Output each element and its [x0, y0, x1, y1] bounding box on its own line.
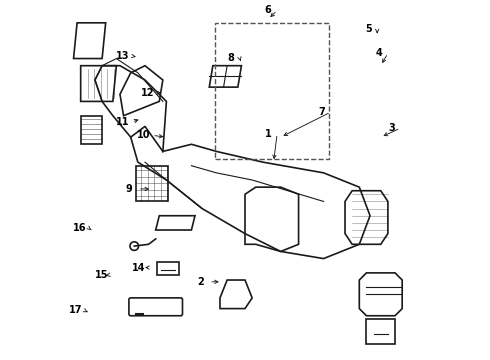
Bar	[81, 116, 102, 144]
Text: 8: 8	[227, 53, 234, 63]
Text: 17: 17	[69, 305, 82, 315]
Bar	[136, 166, 168, 202]
Text: 6: 6	[265, 5, 271, 15]
Text: 13: 13	[116, 51, 129, 61]
Text: 4: 4	[375, 48, 382, 58]
Text: 12: 12	[141, 88, 154, 98]
Text: 16: 16	[73, 223, 87, 233]
Text: 15: 15	[95, 270, 108, 280]
Text: 7: 7	[318, 107, 325, 117]
Bar	[367, 319, 395, 344]
Text: 1: 1	[265, 129, 271, 139]
Text: 5: 5	[365, 24, 371, 34]
Text: 3: 3	[388, 123, 395, 133]
Text: 10: 10	[136, 130, 150, 140]
Text: 2: 2	[197, 277, 204, 287]
Text: 9: 9	[125, 184, 132, 194]
Text: 14: 14	[132, 262, 146, 273]
Bar	[157, 262, 179, 275]
Text: 11: 11	[116, 117, 129, 127]
